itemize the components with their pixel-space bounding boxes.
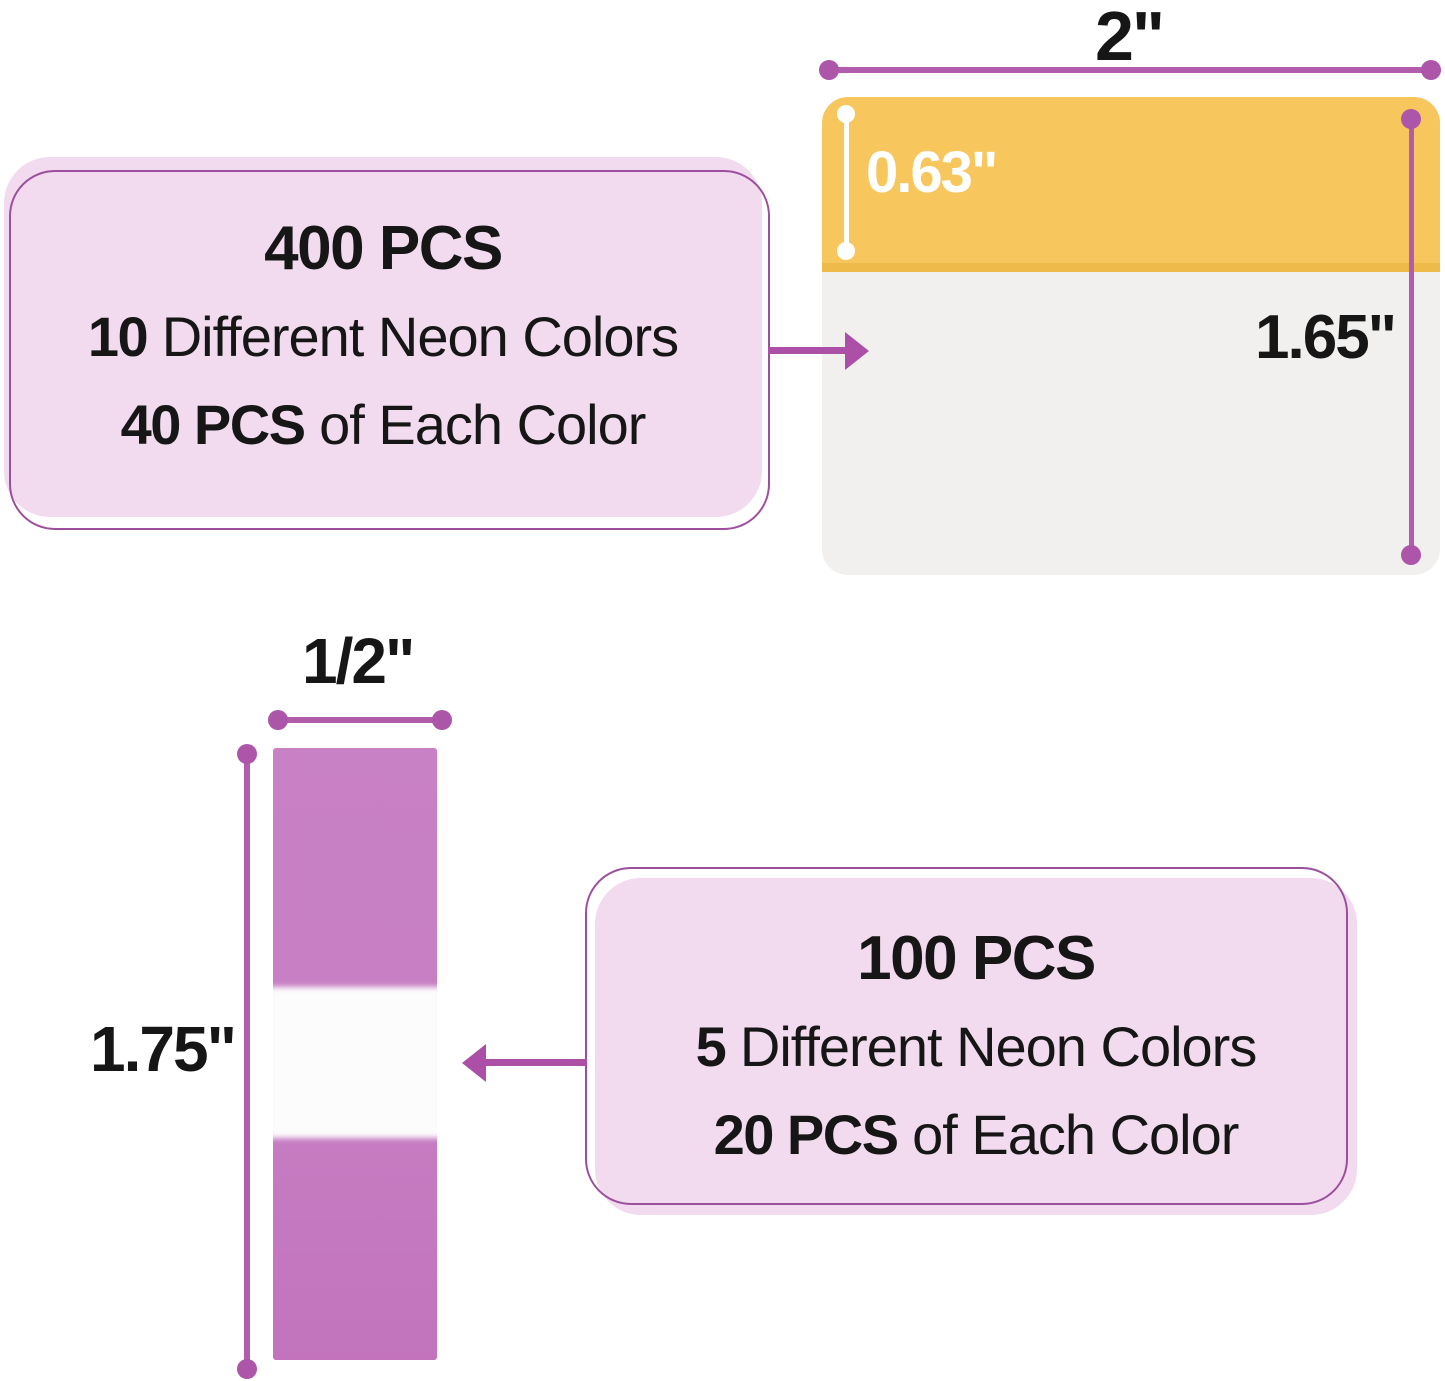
- arrow-to-small-tab-line: [484, 1059, 587, 1066]
- flap-height-dimension-line: [837, 105, 855, 260]
- dimension-endpoint-dot: [819, 60, 839, 80]
- arrow-to-large-tab-line: [768, 347, 848, 354]
- small-tab-width-dimension-line: [268, 710, 452, 730]
- info-box-bottom-each-count: 20 PCS: [713, 1102, 900, 1166]
- flap-height-label: 0.63": [866, 140, 998, 205]
- large-tab-yellow-flap: [822, 97, 1440, 263]
- info-box-bottom-colors-text: Different Neon Colors: [725, 1014, 1257, 1078]
- dimension-endpoint-dot: [1421, 60, 1441, 80]
- small-tab-width-label: 1/2": [302, 625, 415, 697]
- arrow-to-small-tab-head-icon: [462, 1044, 486, 1082]
- dimension-endpoint-dot: [837, 242, 855, 260]
- tab-height-dimension-line: [1401, 109, 1421, 565]
- small-tab-white-band: [273, 987, 437, 1138]
- tab-width-label: 2": [1095, 0, 1165, 75]
- arrow-to-large-tab-head-icon: [845, 332, 869, 370]
- info-box-bottom-colors-count: 5: [695, 1014, 727, 1078]
- dimension-endpoint-dot: [1401, 109, 1421, 129]
- info-box-top-count: 400 PCS: [264, 214, 503, 283]
- large-tab-flap-edge: [822, 263, 1440, 272]
- info-box-bottom-count: 100 PCS: [857, 923, 1096, 993]
- dimension-endpoint-dot: [268, 710, 288, 730]
- info-box-bottom: 100 PCS 5 Different Neon Colors 20 PCS o…: [595, 878, 1357, 1215]
- tab-height-label: 1.65": [1255, 303, 1397, 372]
- dimension-endpoint-dot: [1401, 545, 1421, 565]
- info-box-bottom-each-line: 20 PCS of Each Color: [713, 1091, 1240, 1179]
- small-tab-height-label: 1.75": [90, 1013, 237, 1085]
- dimension-endpoint-dot: [237, 744, 257, 764]
- dimension-endpoint-dot: [432, 710, 452, 730]
- info-box-top-each-line: 40 PCS of Each Color: [120, 381, 647, 469]
- info-box-top-colors-count: 10: [87, 305, 149, 368]
- info-box-bottom-colors-line: 5 Different Neon Colors: [695, 1003, 1258, 1091]
- info-box-bottom-each-text: of Each Color: [897, 1102, 1239, 1166]
- info-box-top-colors-text: Different Neon Colors: [147, 305, 679, 368]
- small-tab: [273, 748, 437, 1360]
- info-box-top-each-text: of Each Color: [304, 393, 646, 456]
- dimension-endpoint-dot: [237, 1359, 257, 1379]
- info-box-top-each-count: 40 PCS: [120, 393, 307, 456]
- info-box-top: 400 PCS 10 Different Neon Colors 40 PCS …: [4, 157, 762, 517]
- info-box-top-colors-line: 10 Different Neon Colors: [87, 293, 679, 381]
- large-tab: 0.63" 1.65": [822, 97, 1440, 575]
- tab-width-dimension-line: [819, 60, 1441, 80]
- small-tab-height-dimension-line: [237, 744, 257, 1379]
- dimension-endpoint-dot: [837, 105, 855, 123]
